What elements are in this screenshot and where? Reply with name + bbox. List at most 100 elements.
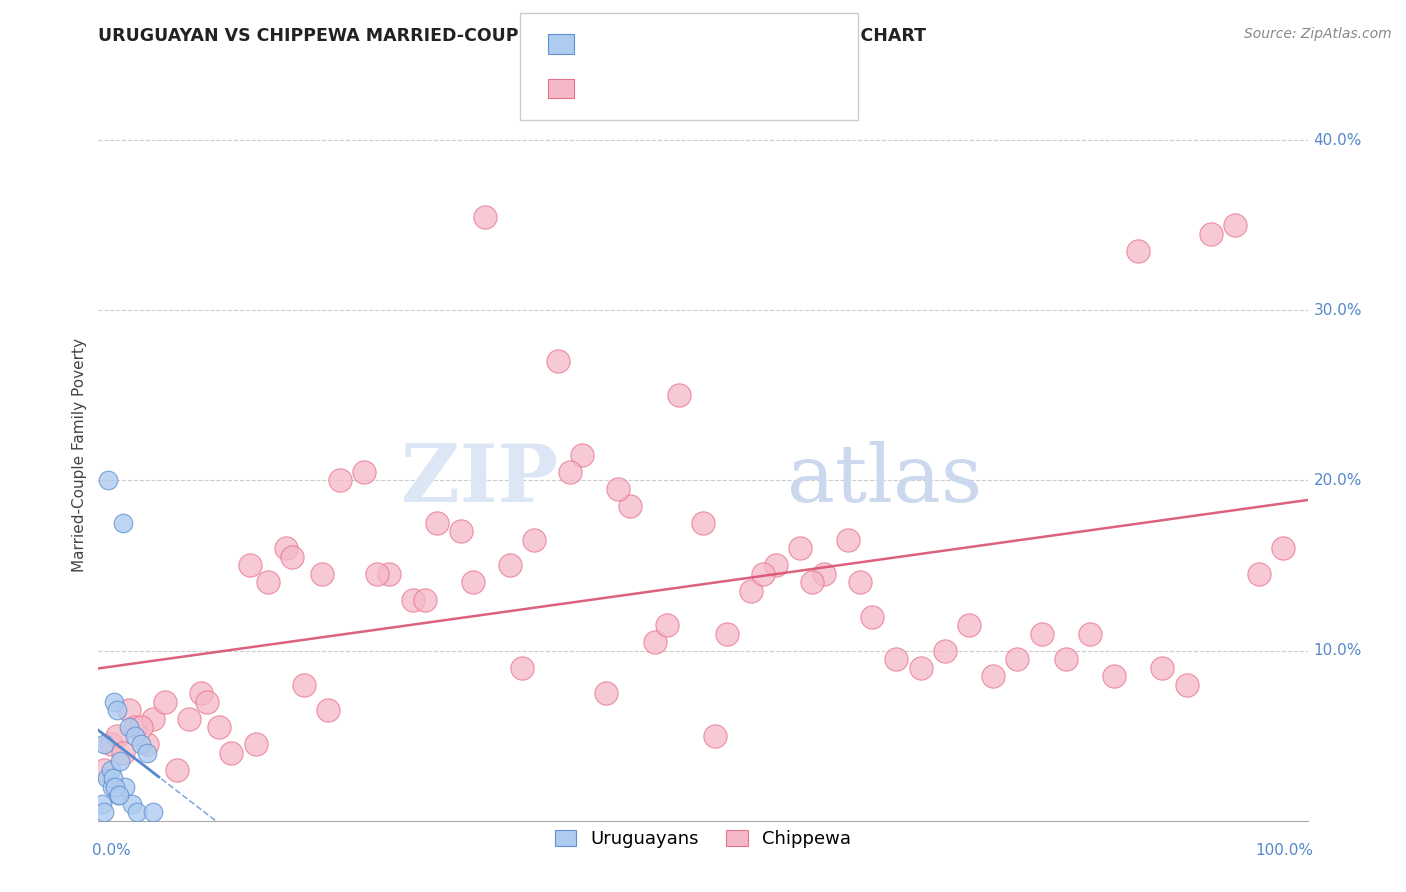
Point bbox=[100, 763, 122, 777]
Point bbox=[121, 797, 143, 811]
Text: atlas: atlas bbox=[787, 442, 981, 519]
Point bbox=[558, 465, 581, 479]
Point bbox=[1152, 660, 1174, 674]
Point bbox=[957, 618, 980, 632]
Text: R = 0.520   N = 76: R = 0.520 N = 76 bbox=[591, 79, 761, 97]
Text: 100.0%: 100.0% bbox=[1256, 843, 1313, 857]
Point bbox=[1128, 244, 1150, 258]
Point bbox=[377, 566, 399, 581]
Point bbox=[813, 566, 835, 581]
Point bbox=[93, 805, 115, 819]
Text: 40.0%: 40.0% bbox=[1313, 133, 1362, 148]
Point bbox=[221, 746, 243, 760]
Y-axis label: Married-Couple Family Poverty: Married-Couple Family Poverty bbox=[72, 338, 87, 572]
Point bbox=[668, 388, 690, 402]
Point bbox=[1054, 652, 1077, 666]
Point bbox=[402, 592, 425, 607]
Point bbox=[837, 533, 859, 547]
Point bbox=[118, 720, 141, 734]
Point bbox=[474, 210, 496, 224]
Point bbox=[111, 746, 134, 760]
Point bbox=[142, 805, 165, 819]
Point bbox=[934, 643, 956, 657]
Point bbox=[91, 797, 114, 811]
Point bbox=[179, 712, 201, 726]
Point bbox=[981, 669, 1004, 683]
Point bbox=[256, 575, 278, 590]
Point bbox=[498, 558, 520, 573]
Point bbox=[127, 805, 149, 819]
Point bbox=[135, 737, 157, 751]
Point bbox=[1031, 626, 1053, 640]
Point bbox=[107, 788, 129, 802]
Point bbox=[886, 652, 908, 666]
Point bbox=[1078, 626, 1101, 640]
Point bbox=[450, 524, 472, 539]
Point bbox=[166, 763, 188, 777]
Point bbox=[104, 780, 127, 794]
Point bbox=[692, 516, 714, 530]
Point bbox=[274, 541, 297, 556]
Point bbox=[311, 566, 333, 581]
Point bbox=[413, 592, 436, 607]
Point bbox=[190, 686, 212, 700]
Text: Source: ZipAtlas.com: Source: ZipAtlas.com bbox=[1244, 27, 1392, 41]
Point bbox=[103, 695, 125, 709]
Point bbox=[1199, 227, 1222, 241]
Point bbox=[153, 695, 176, 709]
Point bbox=[1249, 566, 1271, 581]
Point bbox=[101, 771, 124, 785]
Point bbox=[849, 575, 872, 590]
Point bbox=[281, 549, 304, 564]
Point bbox=[208, 720, 231, 734]
Point bbox=[595, 686, 617, 700]
Point bbox=[97, 474, 120, 488]
Point bbox=[655, 618, 678, 632]
Text: 10.0%: 10.0% bbox=[1313, 643, 1362, 658]
Point bbox=[1272, 541, 1295, 556]
Text: ZIP: ZIP bbox=[401, 442, 558, 519]
Point bbox=[716, 626, 738, 640]
Point bbox=[1175, 677, 1198, 691]
Point bbox=[142, 712, 165, 726]
Point bbox=[426, 516, 449, 530]
Point bbox=[800, 575, 823, 590]
Point bbox=[108, 788, 131, 802]
Point bbox=[910, 660, 932, 674]
Text: 30.0%: 30.0% bbox=[1313, 302, 1362, 318]
Point bbox=[704, 729, 727, 743]
Point bbox=[96, 771, 118, 785]
Point bbox=[510, 660, 533, 674]
Point bbox=[1223, 219, 1246, 233]
Point bbox=[118, 703, 141, 717]
Point bbox=[463, 575, 485, 590]
Point bbox=[353, 465, 375, 479]
Point bbox=[752, 566, 775, 581]
Point bbox=[239, 558, 262, 573]
Point bbox=[765, 558, 787, 573]
Point bbox=[135, 746, 157, 760]
Text: 0.0%: 0.0% bbox=[93, 843, 131, 857]
Point bbox=[124, 729, 146, 743]
Point bbox=[100, 780, 122, 794]
Point bbox=[740, 584, 762, 599]
Point bbox=[111, 516, 134, 530]
Point bbox=[607, 482, 630, 496]
Point bbox=[105, 703, 128, 717]
Point bbox=[547, 354, 569, 368]
Point bbox=[129, 737, 152, 751]
Point bbox=[245, 737, 267, 751]
Point bbox=[124, 720, 146, 734]
Point bbox=[1102, 669, 1125, 683]
Point bbox=[644, 635, 666, 649]
Point bbox=[114, 780, 136, 794]
Point bbox=[316, 703, 339, 717]
Text: R = 0.477   N = 23: R = 0.477 N = 23 bbox=[591, 35, 761, 53]
Point bbox=[93, 763, 115, 777]
Point bbox=[105, 729, 128, 743]
Point bbox=[366, 566, 388, 581]
Text: 20.0%: 20.0% bbox=[1313, 473, 1362, 488]
Point bbox=[619, 499, 641, 513]
Point bbox=[571, 448, 593, 462]
Point bbox=[292, 677, 315, 691]
